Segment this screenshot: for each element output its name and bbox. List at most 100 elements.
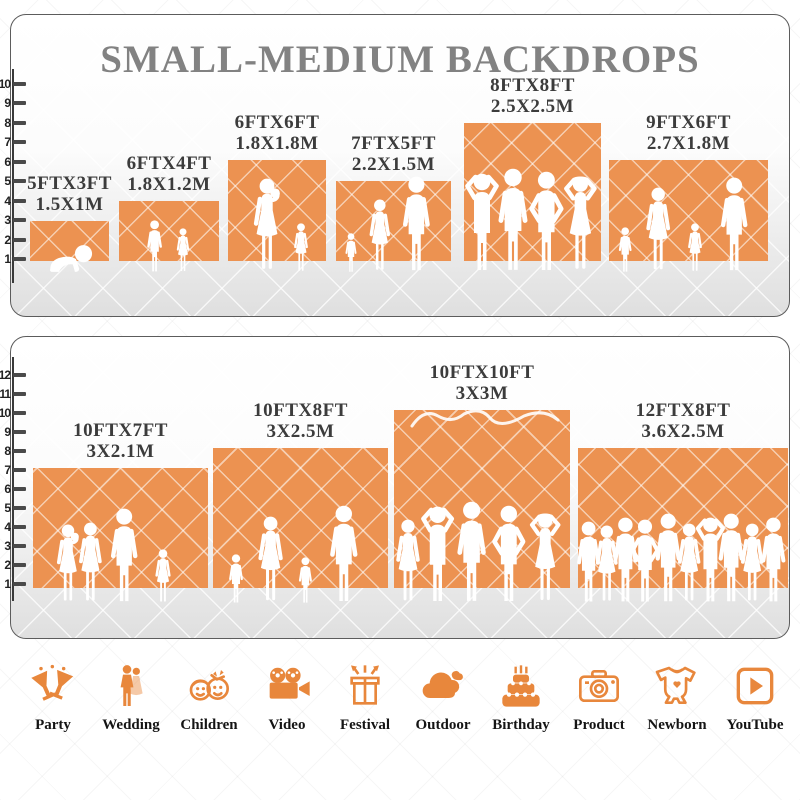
person-silhouette-baby [46, 243, 93, 273]
ruler-number: 4 [4, 520, 11, 534]
person-silhouette-man-up [462, 173, 502, 273]
category-outdoor[interactable]: Outdoor [406, 662, 480, 734]
person-silhouette-woman [365, 199, 395, 273]
birthday-icon [497, 662, 545, 710]
backdrop-size-m: 3X2.1M [86, 441, 155, 462]
backdrop-5ftx3ft [30, 221, 109, 272]
backdrop-7ftx5ft [336, 176, 451, 272]
ruler-tick [13, 257, 26, 261]
backdrop-8ftx8ft [464, 123, 601, 270]
backdrop-size-ft: 5FTX3FT [27, 173, 112, 194]
ruler-tick [13, 563, 26, 567]
product-icon [575, 662, 623, 710]
ruler-tick [13, 140, 26, 144]
ruler-number: 6 [4, 482, 11, 496]
ruler-number: 8 [4, 444, 11, 458]
ruler-tick [13, 430, 26, 434]
person-silhouette-child [296, 557, 315, 604]
ruler-number: 2 [4, 558, 11, 572]
category-birthday[interactable]: Birthday [484, 662, 558, 734]
children-icon [185, 662, 233, 710]
ruler-tick [13, 411, 26, 415]
person-silhouette-woman [391, 519, 425, 604]
backdrop-size-label: 8FTX8FT 2.5X2.5M [433, 75, 633, 117]
backdrop-size-label: 6FTX4FT 1.8X1.2M [69, 153, 269, 195]
person-silhouette-man [324, 505, 364, 604]
backdrop-10ftx8ft [213, 448, 388, 603]
ruler-number: 12 [0, 368, 11, 382]
backdrop-size-m: 1.5X1M [35, 194, 104, 215]
ruler-line [12, 69, 14, 283]
ruler-tick [13, 237, 26, 242]
person-silhouette-child [226, 554, 246, 604]
person-silhouette-woman-up [527, 513, 563, 604]
person-silhouette-girl [685, 223, 705, 273]
ruler-number: 7 [4, 135, 11, 149]
backdrop-size-ft: 10FTX8FT [253, 400, 348, 421]
ruler-tick [13, 81, 26, 86]
ruler-tick [13, 468, 26, 472]
panel-medium-large: 1 2 3 4 5 6 7 8 9 10 11 12 10FTX7FT 3X2.1M 10FTX8FT 3X2… [0, 336, 790, 639]
ruler-tick [13, 506, 26, 510]
outdoor-icon [419, 662, 467, 710]
backdrop-size-label: 10FTX10FT 3X3M [382, 362, 582, 404]
ruler-number: 1 [4, 577, 11, 591]
ruler-number: 5 [4, 174, 11, 188]
video-icon [263, 662, 311, 710]
ruler-tick [13, 159, 26, 164]
category-label: Video [268, 717, 306, 733]
person-silhouette-man [572, 521, 605, 604]
ruler-number: 3 [4, 539, 11, 553]
backdrop-size-ft: 9FTX6FT [646, 112, 731, 133]
ruler-number: 7 [4, 463, 11, 477]
newborn-icon [653, 662, 701, 710]
ruler-tick [13, 198, 26, 203]
backdrop-size-ft: 6FTX4FT [126, 153, 212, 174]
category-wedding[interactable]: Wedding [94, 662, 168, 734]
backdrop-size-m: 2.2X1.5M [351, 154, 436, 175]
panel-small-medium: SMALL-MEDIUM BACKDROPS 1 2 3 4 5 6 7 8 9 10 5FTX3F… [0, 14, 790, 317]
person-silhouette-woman-baby [52, 524, 84, 604]
person-silhouette-woman [641, 187, 675, 273]
ruler-tick [13, 582, 26, 586]
party-icon [29, 662, 77, 710]
ruler-tick [13, 120, 26, 125]
category-youtube[interactable]: YouTube [718, 662, 792, 734]
backdrop-size-label: 6FTX6FT 1.8X1.8M [177, 112, 377, 154]
backdrop-size-m: 3.6X2.5M [641, 421, 725, 442]
category-label: Wedding [102, 717, 160, 733]
person-silhouette-woman [74, 522, 107, 604]
ruler-tick [13, 544, 26, 548]
person-silhouette-girl [174, 228, 192, 273]
category-children[interactable]: Children [172, 662, 246, 734]
backdrop-size-label: 12FTX8FT 3.6X2.5M [583, 400, 783, 442]
ruler-line [12, 357, 14, 601]
person-silhouette-man [492, 168, 534, 273]
ruler-tick [13, 525, 26, 529]
ruler-tick [13, 101, 26, 105]
backdrop-size-m: 2.7X1.8M [646, 133, 731, 154]
category-newborn[interactable]: Newborn [640, 662, 714, 734]
ruler-tick [13, 487, 26, 491]
backdrop-10ftx10ft [394, 409, 570, 602]
person-silhouette-woman [673, 523, 705, 604]
person-silhouette-girl [152, 549, 174, 604]
category-video[interactable]: Video [250, 662, 324, 734]
backdrop-size-ft: 12FTX8FT [635, 400, 731, 421]
person-silhouette-man [397, 176, 436, 273]
person-silhouette-woman-up [561, 176, 600, 273]
ruler-tick [13, 449, 26, 453]
category-festival[interactable]: Festival [328, 662, 402, 734]
category-label: Birthday [492, 717, 550, 733]
backdrop-size-m: 1.8X1.8M [235, 133, 319, 154]
ruler-number: 11 [0, 387, 11, 401]
person-silhouette-woman-baby [248, 178, 286, 273]
category-product[interactable]: Product [562, 662, 636, 734]
person-silhouette-man [715, 177, 753, 273]
ruler-number: 1 [4, 252, 11, 266]
person-silhouette-man [105, 508, 143, 604]
category-party[interactable]: Party [16, 662, 90, 734]
ruler-number: 3 [4, 213, 11, 227]
ruler-number: 4 [4, 193, 11, 208]
backdrop-size-ft: 8FTX8FT [490, 75, 575, 96]
